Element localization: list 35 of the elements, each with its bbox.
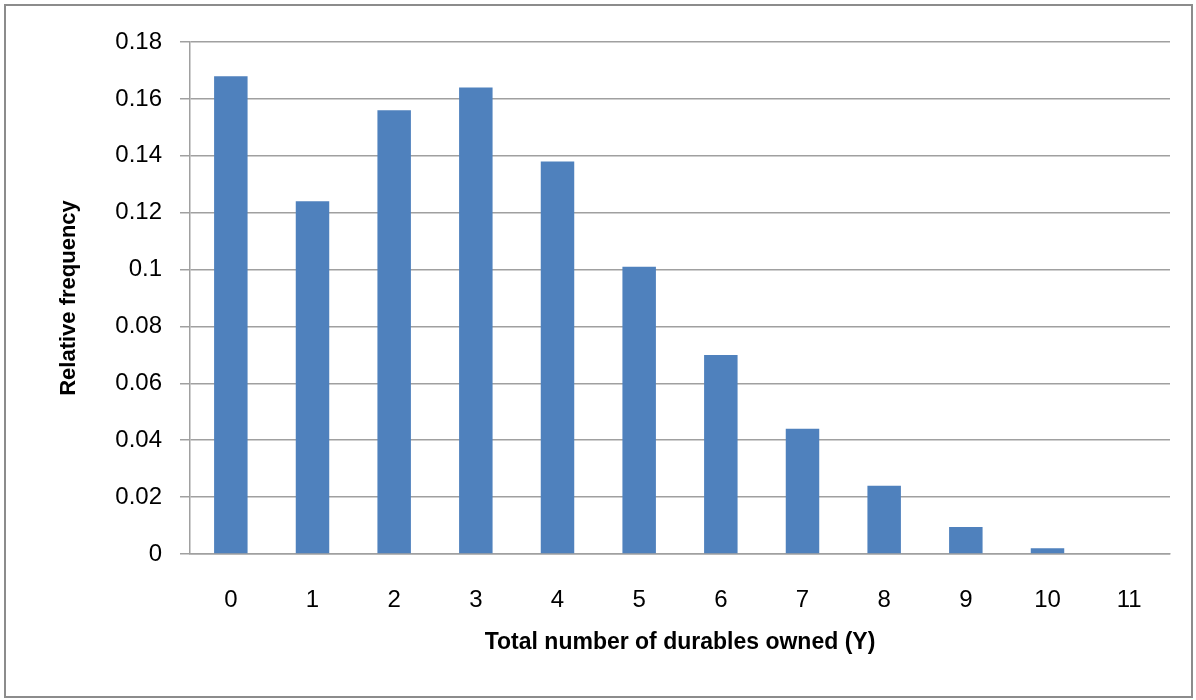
x-tick-label: 8	[877, 585, 891, 613]
x-tick-label: 6	[714, 585, 728, 613]
bar	[622, 266, 656, 554]
x-tick-label: 3	[469, 585, 483, 613]
y-tick-label: 0.08	[115, 311, 162, 339]
x-tick-label: 10	[1034, 585, 1061, 613]
bar	[459, 87, 493, 554]
x-tick-label: 9	[959, 585, 973, 613]
y-axis-title: Relative frequency	[55, 199, 81, 396]
y-tick-label: 0.02	[115, 481, 162, 509]
bar	[377, 110, 411, 554]
x-tick-label: 7	[795, 585, 810, 613]
bar	[704, 354, 738, 554]
y-tick-label: 0.14	[115, 140, 162, 168]
bar	[949, 526, 983, 554]
x-axis-title: Total number of durables owned (Y)	[484, 627, 876, 654]
bar	[867, 485, 901, 554]
y-tick-label: 0.12	[115, 197, 162, 225]
y-tick-label: 0.06	[115, 367, 162, 395]
x-tick-label: 11	[1116, 585, 1142, 613]
y-tick-label: 0.04	[115, 424, 162, 452]
x-tick-label: 0	[224, 585, 238, 613]
y-tick-label: 0.1	[128, 254, 162, 282]
y-tick-label: 0.16	[115, 83, 162, 111]
x-tick-label: 4	[550, 585, 565, 613]
bar	[214, 76, 248, 554]
x-tick-label: 5	[632, 585, 646, 613]
x-tick-label: 1	[305, 585, 320, 613]
y-tick-label: 0.18	[115, 26, 162, 54]
bar	[785, 428, 820, 554]
x-tick-label: 2	[387, 585, 401, 613]
bar	[540, 161, 575, 554]
y-tick-label: 0	[148, 538, 162, 566]
bar	[1030, 548, 1065, 554]
bar	[295, 201, 330, 554]
